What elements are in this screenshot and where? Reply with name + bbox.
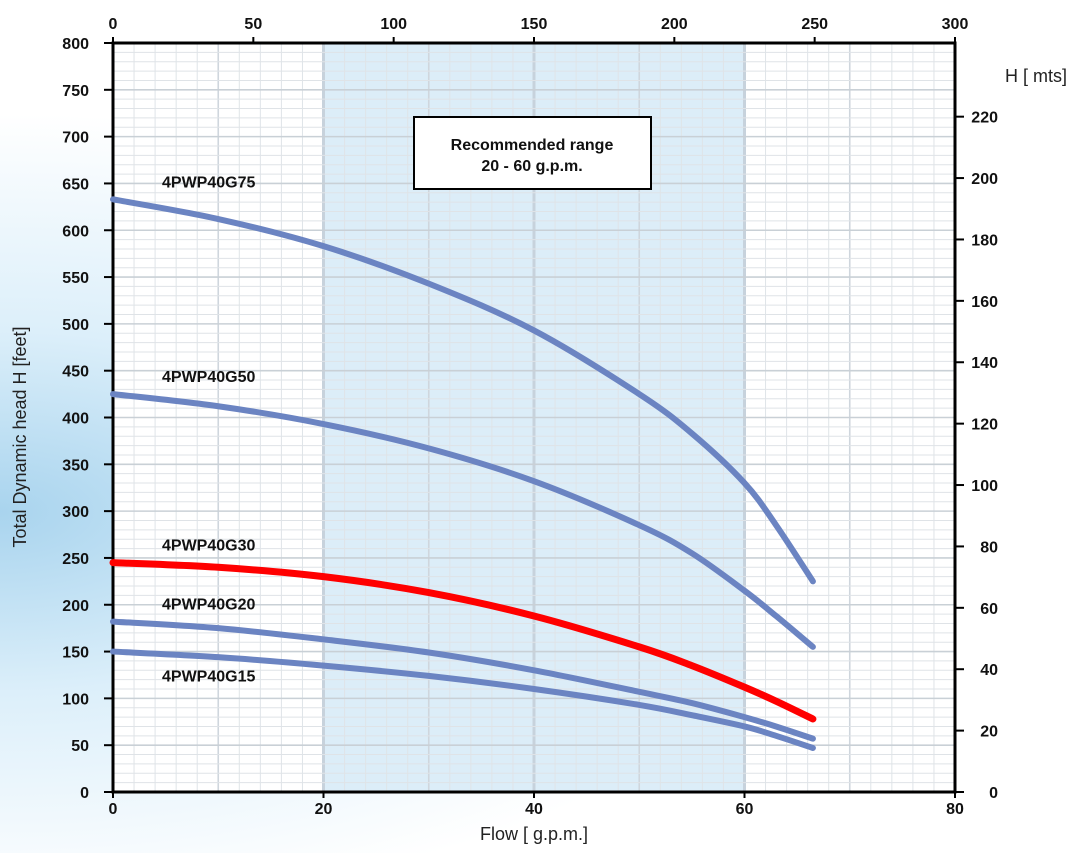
x-axis-title: Flow [ g.p.m.] bbox=[480, 824, 588, 844]
y-tick-label: 800 bbox=[62, 36, 89, 53]
x-tick-label: 0 bbox=[109, 801, 118, 818]
recommended-range-title: Recommended range bbox=[451, 137, 614, 154]
y2-tick-label: 160 bbox=[971, 294, 998, 311]
y-axis-title: Total Dynamic head H [feet] bbox=[10, 326, 30, 547]
grid bbox=[113, 43, 955, 792]
series-line-4pwp40g75 bbox=[110, 196, 816, 585]
x-tick-label: 20 bbox=[315, 801, 333, 818]
series-labels: 4PWP40G75 4PWP40G50 4PWP40G30 4PWP40G20 4PWP… bbox=[162, 174, 255, 685]
x-tick-label: 60 bbox=[736, 801, 754, 818]
y-tick-label: 750 bbox=[62, 83, 89, 100]
y2-tick-label: 180 bbox=[971, 232, 998, 249]
x2-tick-label: 200 bbox=[661, 16, 688, 33]
axis-ticks: 0 20 40 60 800501001502002503003504004505005… bbox=[62, 16, 998, 818]
y-tick-label: 350 bbox=[62, 457, 89, 474]
x2-tick-label: 250 bbox=[801, 16, 828, 33]
y-tick-label: 700 bbox=[62, 130, 89, 147]
y-tick-label: 0 bbox=[80, 785, 89, 802]
y2-tick-label: 140 bbox=[971, 355, 998, 372]
series-label-4pwp40g75: 4PWP40G75 bbox=[162, 174, 255, 191]
recommended-range-values: 20 - 60 g.p.m. bbox=[481, 158, 582, 175]
y2-tick-label: 80 bbox=[980, 539, 998, 556]
series-label-4pwp40g20: 4PWP40G20 bbox=[162, 597, 255, 614]
x2-tick-label: 100 bbox=[380, 16, 407, 33]
x-tick-label: 80 bbox=[946, 801, 964, 818]
y-tick-label: 450 bbox=[62, 364, 89, 381]
series-line-4pwp40g50 bbox=[110, 391, 816, 650]
y-tick-label: 650 bbox=[62, 176, 89, 193]
x2-tick-label: 150 bbox=[521, 16, 548, 33]
y2-axis-title: H [ mts] bbox=[1005, 66, 1067, 86]
y2-tick-label: 120 bbox=[971, 417, 998, 434]
y-tick-label: 400 bbox=[62, 411, 89, 428]
y-tick-label: 600 bbox=[62, 223, 89, 240]
y2-tick-label: 60 bbox=[980, 601, 998, 618]
y-tick-label: 200 bbox=[62, 598, 89, 615]
y-tick-label: 300 bbox=[62, 504, 89, 521]
x2-tick-label: 300 bbox=[942, 16, 969, 33]
y-tick-label: 100 bbox=[62, 691, 89, 708]
series-line-4pwp40g15 bbox=[110, 648, 816, 751]
y2-tick-label: 20 bbox=[980, 724, 998, 741]
y2-tick-label: 0 bbox=[989, 785, 998, 802]
y-tick-label: 250 bbox=[62, 551, 89, 568]
x-tick-label: 40 bbox=[525, 801, 543, 818]
y-tick-label: 50 bbox=[71, 738, 89, 755]
series-label-4pwp40g30: 4PWP40G30 bbox=[162, 538, 255, 555]
y-tick-label: 500 bbox=[62, 317, 89, 334]
recommended-range-box: Recommended range 20 - 60 g.p.m. bbox=[413, 116, 652, 190]
y2-tick-label: 40 bbox=[980, 662, 998, 679]
x2-tick-label: 0 bbox=[109, 16, 118, 33]
series-label-4pwp40g15: 4PWP40G15 bbox=[162, 669, 255, 686]
y2-tick-label: 100 bbox=[971, 478, 998, 495]
series-line-4pwp40g30 bbox=[109, 559, 817, 723]
y2-tick-label: 200 bbox=[971, 171, 998, 188]
series-lines bbox=[109, 196, 817, 751]
y-tick-label: 150 bbox=[62, 645, 89, 662]
x2-tick-label: 50 bbox=[244, 16, 262, 33]
y2-tick-label: 220 bbox=[971, 110, 998, 127]
y-tick-label: 550 bbox=[62, 270, 89, 287]
series-label-4pwp40g50: 4PWP40G50 bbox=[162, 369, 255, 386]
series-line-4pwp40g20 bbox=[110, 618, 816, 742]
